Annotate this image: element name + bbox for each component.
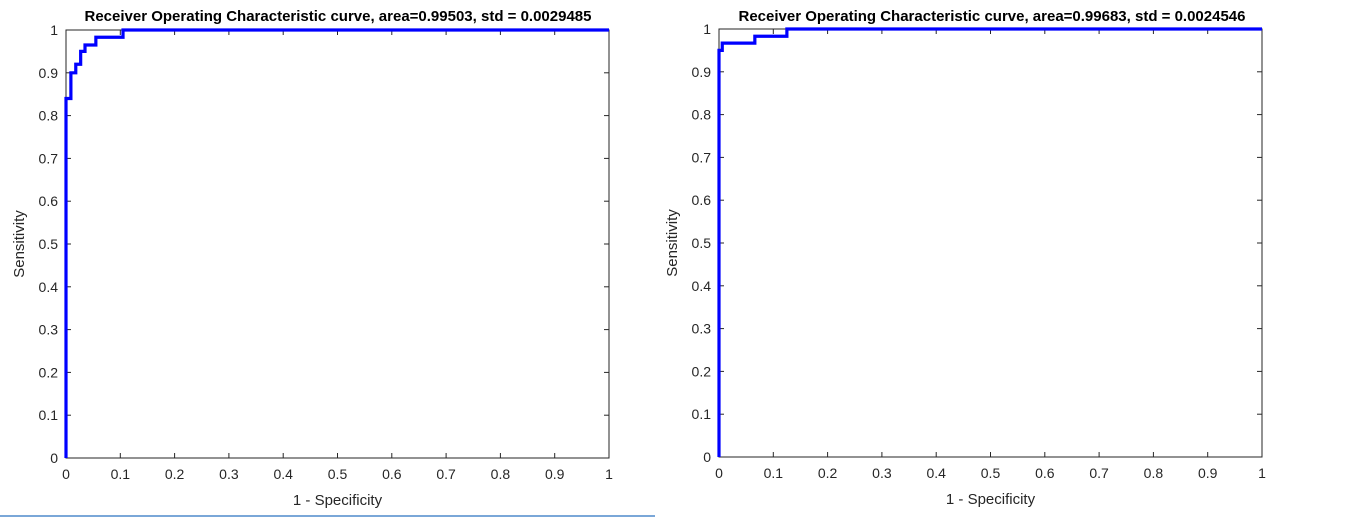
x-tick-label: 0.9 [545,466,565,482]
x-tick-label: 0.8 [491,466,511,482]
x-tick-label: 0.9 [1198,465,1218,481]
y-tick-label: 0.8 [39,108,59,124]
y-tick-label: 0.1 [692,406,712,422]
y-tick-label: 0.6 [39,193,59,209]
x-tick-label: 0.4 [273,466,293,482]
x-tick-label: 0.5 [981,465,1001,481]
y-tick-label: 0.5 [39,236,59,252]
axes-frame [718,28,1263,458]
x-tick-label: 1 [605,466,613,482]
axes-frame [65,29,610,459]
x-tick-label: 0.1 [111,466,131,482]
x-tick-label: 0.4 [926,465,946,481]
plot-title: Receiver Operating Characteristic curve,… [85,8,592,25]
y-ticks: 0 0.1 0.2 0.3 0.4 0.5 0.6 0.7 0.8 0.9 1 [692,21,1262,465]
bottom-rule [0,515,655,517]
y-tick-label: 0.3 [692,321,712,337]
x-tick-label: 0.7 [436,466,456,482]
roc-curve [64,28,609,458]
y-tick-label: 0 [50,450,58,466]
y-tick-label: 0.4 [692,278,712,294]
y-tick-label: 0.4 [39,279,59,295]
x-tick-label: 0.1 [764,465,784,481]
x-tick-label: 0.6 [382,466,402,482]
x-tick-label: 0.2 [818,465,838,481]
y-tick-label: 1 [703,21,711,37]
x-tick-label: 0.6 [1035,465,1055,481]
roc-plot-2: Receiver Operating Characteristic curve,… [664,8,1266,508]
x-tick-label: 0 [62,466,70,482]
x-tick-label: 0 [715,465,723,481]
plot-title: Receiver Operating Characteristic curve,… [739,8,1246,25]
x-tick-label: 0.7 [1089,465,1109,481]
roc-plot-1: Receiver Operating Characteristic curve,… [11,8,613,509]
x-tick-label: 0.8 [1144,465,1164,481]
y-tick-label: 0.8 [692,107,712,123]
x-tick-label: 0.3 [872,465,892,481]
y-tick-label: 0.7 [692,149,712,165]
y-ticks: 0 0.1 0.2 0.3 0.4 0.5 0.6 0.7 0.8 0.9 1 [39,22,609,466]
y-tick-label: 0.3 [39,322,59,338]
y-tick-label: 0.1 [39,407,59,423]
y-axis-label: Sensitivity [664,209,681,277]
roc-curve [717,27,1262,457]
x-ticks: 0 0.1 0.2 0.3 0.4 0.5 0.6 0.7 0.8 0.9 1 [715,29,1266,481]
y-tick-label: 0.5 [692,235,712,251]
x-axis-label: 1 - Specificity [946,491,1036,508]
y-axis-label: Sensitivity [11,210,28,278]
x-ticks: 0 0.1 0.2 0.3 0.4 0.5 0.6 0.7 0.8 0.9 1 [62,30,613,482]
y-tick-label: 0.2 [692,363,712,379]
y-tick-label: 0 [703,449,711,465]
y-tick-label: 0.9 [692,64,712,80]
y-tick-label: 0.9 [39,65,59,81]
y-tick-label: 0.2 [39,364,59,380]
y-tick-label: 1 [50,22,58,38]
x-tick-label: 1 [1258,465,1266,481]
x-tick-label: 0.2 [165,466,185,482]
x-axis-label: 1 - Specificity [293,492,383,509]
x-tick-label: 0.5 [328,466,348,482]
y-tick-label: 0.6 [692,192,712,208]
y-tick-label: 0.7 [39,150,59,166]
x-tick-label: 0.3 [219,466,239,482]
